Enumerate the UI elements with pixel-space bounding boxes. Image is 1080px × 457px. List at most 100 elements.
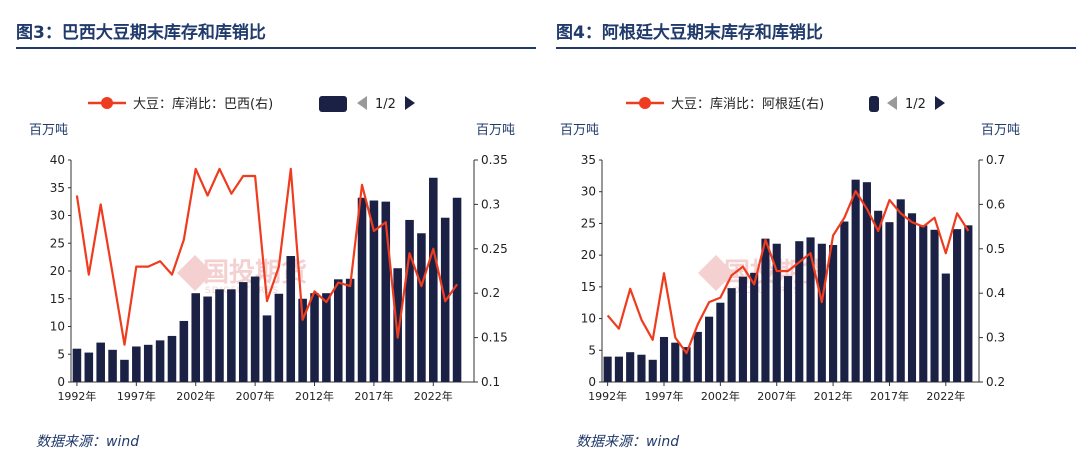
- y-tick-left: 35: [50, 181, 65, 195]
- bar: [310, 293, 319, 382]
- series-line: [606, 190, 970, 355]
- bar: [874, 210, 883, 382]
- bar: [907, 213, 917, 382]
- bar: [671, 342, 680, 382]
- chart-title: 图4：阿根廷大豆期末库存和库销比: [556, 23, 823, 43]
- bar: [405, 219, 414, 382]
- bar: [333, 279, 343, 382]
- y-tick-left: 25: [581, 216, 596, 230]
- bar: [626, 352, 635, 382]
- bar: [862, 182, 871, 382]
- bar: [167, 335, 177, 382]
- y-tick-left: 40: [50, 153, 65, 167]
- y-tick-right: 0.4: [986, 286, 1005, 300]
- bar: [452, 197, 462, 382]
- x-tick-label: 2017年: [354, 389, 393, 403]
- title-divider: [16, 47, 536, 49]
- bar: [659, 336, 669, 382]
- y-tick-left: 10: [50, 320, 65, 334]
- right-axis-unit: 百万吨: [981, 123, 1020, 138]
- y-tick-left: 0: [57, 375, 65, 389]
- bar: [345, 278, 355, 382]
- bar: [637, 354, 646, 382]
- y-tick-left: 10: [581, 312, 596, 326]
- legend-next-icon: [935, 96, 945, 110]
- y-tick-left: 20: [50, 264, 65, 278]
- bar: [919, 225, 928, 382]
- bar: [298, 298, 307, 382]
- bar: [614, 356, 623, 382]
- left-axis-unit: 百万吨: [560, 123, 599, 138]
- bar: [262, 315, 272, 382]
- y-tick-right: 0.7: [986, 153, 1005, 167]
- bar: [429, 177, 438, 382]
- bar: [417, 233, 426, 382]
- legend-bar-swatch: [869, 96, 879, 112]
- x-tick-label: 2002年: [701, 389, 740, 403]
- y-tick-right: 0.15: [481, 331, 508, 345]
- bar: [357, 197, 367, 382]
- y-tick-left: 30: [581, 185, 596, 199]
- bar: [381, 201, 391, 382]
- title-divider: [556, 47, 1076, 49]
- legend-marker-icon: [639, 97, 651, 109]
- legend-page-indicator: 1/2: [905, 97, 926, 112]
- chart-panel-argentina: 图4：阿根廷大豆期末库存和库销比 国投期货SDICFUTURES大豆：库消比：阿…: [548, 0, 1076, 457]
- bar: [783, 276, 793, 382]
- y-tick-right: 0.35: [481, 153, 508, 167]
- bar: [941, 273, 950, 382]
- series-line: [75, 167, 458, 346]
- x-tick-label: 1997年: [645, 389, 684, 403]
- right-axis-unit: 百万吨: [476, 123, 515, 138]
- chart-panel-brazil: 图3：巴西大豆期末库存和库销比 国投期货SDICFUTURES大豆：库消比：巴西…: [8, 0, 536, 457]
- bar: [603, 356, 612, 382]
- bar: [840, 221, 849, 382]
- bar: [72, 348, 82, 382]
- source-note: 数据来源：wind: [36, 434, 140, 450]
- bar: [817, 243, 826, 382]
- bar: [896, 199, 905, 382]
- y-tick-right: 0.5: [986, 242, 1005, 256]
- bar: [964, 225, 973, 382]
- y-tick-right: 0.3: [481, 197, 500, 211]
- bar: [930, 229, 939, 382]
- bar: [250, 276, 260, 382]
- y-tick-left: 25: [50, 236, 65, 250]
- y-tick-right: 0.2: [986, 375, 1005, 389]
- x-tick-label: 2012年: [814, 389, 853, 403]
- bar: [682, 347, 691, 382]
- x-tick-label: 2012年: [295, 389, 334, 403]
- bar: [191, 293, 201, 382]
- source-note: 数据来源：wind: [576, 434, 680, 450]
- bar: [648, 359, 657, 382]
- y-tick-left: 20: [581, 248, 596, 262]
- y-tick-left: 30: [50, 209, 65, 223]
- bar: [203, 296, 212, 382]
- y-tick-left: 35: [581, 153, 596, 167]
- y-tick-left: 15: [581, 280, 596, 294]
- y-tick-right: 0.2: [481, 286, 500, 300]
- left-axis-unit: 百万吨: [29, 123, 68, 138]
- bar: [716, 302, 725, 382]
- bar: [761, 238, 770, 382]
- bar: [108, 349, 117, 382]
- bar: [227, 289, 236, 382]
- bar: [132, 346, 141, 382]
- bar: [738, 276, 747, 382]
- y-tick-left: 0: [588, 375, 596, 389]
- bar: [322, 293, 331, 382]
- bar: [143, 344, 153, 382]
- y-tick-left: 5: [57, 347, 65, 361]
- y-tick-right: 0.6: [986, 197, 1005, 211]
- chart-title: 图3：巴西大豆期末库存和库销比: [16, 23, 266, 43]
- legend-next-icon: [405, 96, 415, 110]
- bar: [274, 293, 284, 382]
- bar: [155, 340, 165, 382]
- bar: [829, 244, 838, 382]
- legend-prev-icon: [357, 96, 367, 110]
- bar: [238, 282, 248, 382]
- x-tick-label: 2007年: [757, 389, 796, 403]
- y-tick-left: 15: [50, 292, 65, 306]
- bar: [885, 222, 894, 382]
- legend-label: 大豆：库消比：阿根廷(右): [671, 96, 824, 112]
